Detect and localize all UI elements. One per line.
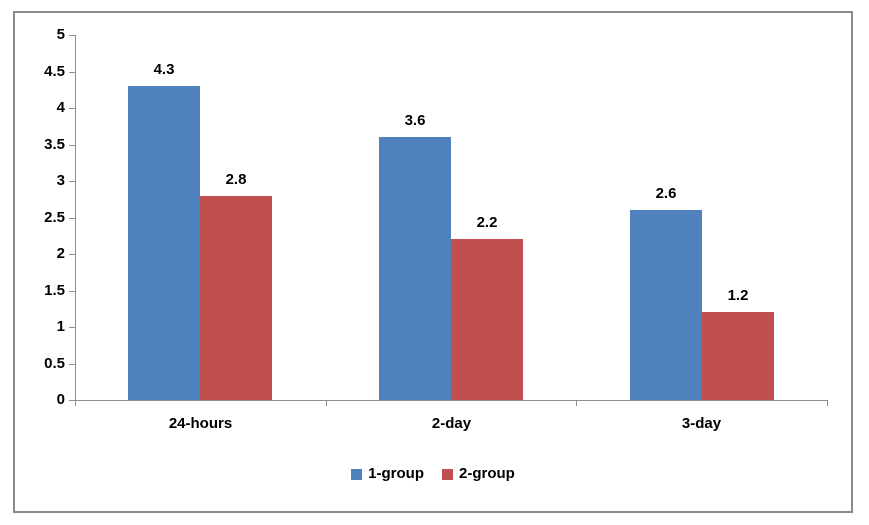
y-axis-tick (69, 108, 75, 109)
bar-2-group-3-day (702, 312, 774, 400)
legend-swatch-icon (351, 468, 363, 480)
y-axis-tick (69, 291, 75, 292)
bar-2-group-2-day (451, 239, 523, 400)
bar-value-label: 3.6 (404, 112, 426, 129)
x-axis-tick (576, 401, 577, 406)
y-axis-tick-label: 1.5 (44, 282, 65, 299)
y-axis-tick-label: 0.5 (44, 355, 65, 372)
category-label-24-hours: 24-hours (168, 415, 233, 432)
y-axis-tick-label: 4 (56, 99, 65, 116)
y-axis-tick (69, 35, 75, 36)
y-axis-tick (69, 327, 75, 328)
x-axis-tick (75, 401, 76, 406)
y-axis-tick (69, 254, 75, 255)
y-axis-tick (69, 72, 75, 73)
bar-value-label: 1.2 (727, 287, 749, 304)
bar-1-group-3-day (630, 210, 702, 400)
chart-plot-frame: 5 4.5 4 3.5 3 2.5 2 1.5 1 0.5 0 4.3 2.8 24-hours 3.6 2.… (13, 11, 853, 513)
y-axis-tick (69, 400, 75, 401)
bar-2-group-24-hours (200, 196, 272, 400)
bar-value-label: 2.6 (655, 185, 677, 202)
y-axis-tick-label: 3 (56, 172, 65, 189)
legend: 1-group 2-group (15, 465, 851, 483)
bar-1-group-24-hours (128, 86, 200, 400)
bar-1-group-2-day (379, 137, 451, 400)
x-axis-tick (326, 401, 327, 406)
bar-value-label: 2.8 (225, 171, 247, 188)
legend-swatch-icon (442, 468, 453, 480)
x-axis-line (75, 400, 828, 401)
y-axis-tick-label: 2.5 (44, 209, 65, 226)
bar-value-label: 2.2 (476, 214, 498, 231)
y-axis-tick-label: 5 (56, 26, 65, 43)
bar-value-label: 4.3 (153, 61, 175, 78)
y-axis-tick (69, 364, 75, 365)
category-label-3-day: 3-day (681, 415, 722, 432)
legend-item-1-group: 1-group (351, 465, 424, 483)
y-axis-line (75, 35, 76, 401)
category-label-2-day: 2-day (431, 415, 472, 432)
legend-item-2-group: 2-group (442, 465, 515, 483)
y-axis-tick (69, 181, 75, 182)
y-axis-tick-label: 2 (56, 245, 65, 262)
y-axis-tick-label: 3.5 (44, 136, 65, 153)
y-axis-tick-label: 0 (56, 391, 65, 408)
y-axis-tick (69, 218, 75, 219)
x-axis-tick (827, 401, 828, 406)
y-axis-tick (69, 145, 75, 146)
y-axis-tick-label: 4.5 (44, 63, 65, 80)
y-axis-tick-label: 1 (56, 318, 65, 335)
legend-label: 1-group (368, 465, 424, 482)
legend-label: 2-group (459, 465, 515, 482)
